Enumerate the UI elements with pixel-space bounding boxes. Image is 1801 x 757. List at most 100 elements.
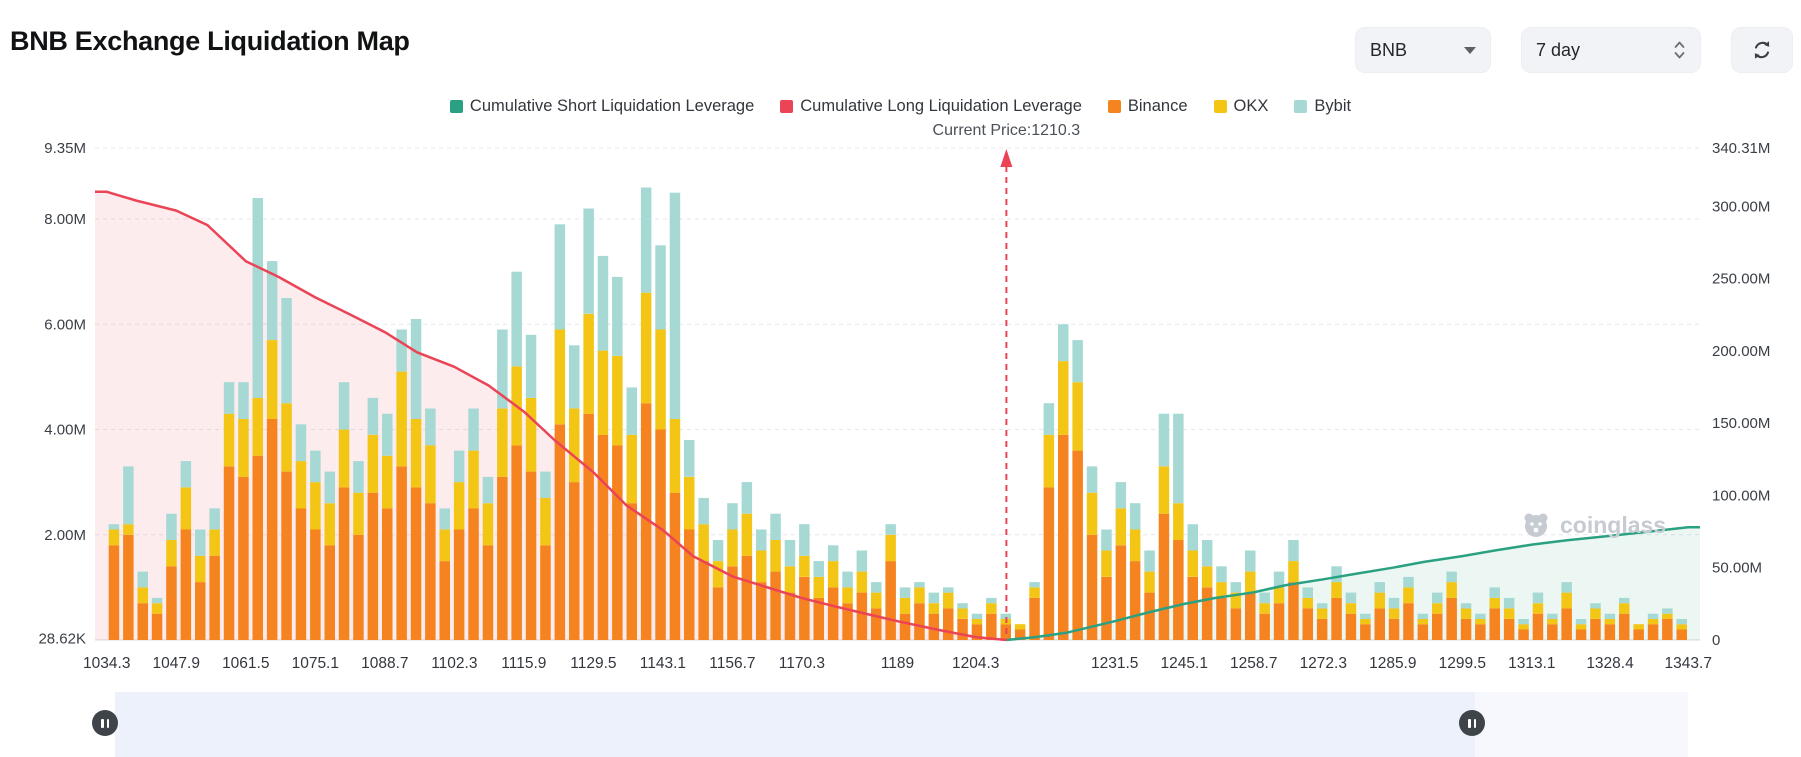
bar-bybit bbox=[1201, 540, 1213, 567]
bar-bybit bbox=[1129, 503, 1141, 530]
bar-bybit bbox=[1604, 613, 1616, 619]
bar-binance bbox=[669, 492, 681, 640]
bar-bybit bbox=[367, 397, 379, 435]
bar-okx bbox=[885, 534, 896, 562]
bar-okx bbox=[1115, 508, 1127, 546]
bar-binance bbox=[770, 571, 781, 640]
bar-bybit bbox=[626, 387, 637, 435]
legend-item-1[interactable]: Cumulative Long Liquidation Leverage bbox=[780, 97, 1082, 116]
bar-binance bbox=[1590, 619, 1601, 640]
bar-bybit bbox=[612, 276, 623, 356]
bar-okx bbox=[453, 482, 465, 530]
bar-okx bbox=[108, 529, 120, 546]
bar-binance bbox=[842, 603, 853, 640]
legend-item-4[interactable]: Bybit bbox=[1294, 97, 1351, 116]
legend-item-0[interactable]: Cumulative Short Liquidation Leverage bbox=[449, 97, 754, 116]
bar-okx bbox=[986, 603, 997, 614]
bar-okx bbox=[1662, 613, 1673, 619]
svg-text:1115.9: 1115.9 bbox=[501, 655, 546, 672]
bar-binance bbox=[281, 471, 292, 640]
bar-bybit bbox=[1460, 603, 1472, 609]
svg-text:150.00M: 150.00M bbox=[1712, 415, 1770, 432]
bar-bybit bbox=[1144, 550, 1155, 572]
bar-bybit bbox=[266, 261, 278, 340]
bar-okx bbox=[468, 450, 479, 509]
bar-binance bbox=[223, 466, 235, 640]
bar-okx bbox=[871, 592, 882, 609]
bar-bybit bbox=[209, 508, 220, 530]
chart-legend: Cumulative Short Liquidation Leverage Cum… bbox=[0, 97, 1801, 116]
bar-bybit bbox=[1158, 413, 1170, 467]
bar-binance bbox=[727, 566, 738, 640]
bar-okx bbox=[266, 340, 278, 419]
bar-okx bbox=[1288, 561, 1299, 583]
legend-swatch bbox=[780, 100, 794, 113]
bar-okx bbox=[640, 292, 652, 404]
zoom-slider-left-handle[interactable] bbox=[92, 710, 118, 736]
bar-okx bbox=[497, 408, 508, 477]
bar-binance bbox=[166, 566, 177, 640]
bar-binance bbox=[971, 624, 983, 640]
bar-okx bbox=[151, 603, 163, 614]
legend-label: Binance bbox=[1127, 97, 1188, 115]
bar-okx bbox=[425, 445, 436, 504]
coinglass-logo-icon bbox=[1524, 513, 1548, 537]
bar-bybit bbox=[238, 382, 249, 419]
bar-bybit bbox=[899, 587, 911, 598]
bar-bybit bbox=[597, 255, 609, 351]
coin-select[interactable]: BNB bbox=[1355, 27, 1491, 73]
bar-bybit bbox=[1446, 571, 1457, 583]
zoom-slider-track[interactable] bbox=[115, 692, 1475, 757]
bar-okx bbox=[741, 513, 753, 556]
bar-binance bbox=[1129, 561, 1141, 640]
bar-binance bbox=[1633, 629, 1644, 640]
svg-text:1285.9: 1285.9 bbox=[1369, 655, 1416, 672]
bar-bybit bbox=[310, 450, 321, 483]
bar-bybit bbox=[1432, 592, 1443, 604]
bar-okx bbox=[324, 503, 335, 546]
current-price-line bbox=[1000, 149, 1013, 640]
long-cumulative-line bbox=[95, 190, 1007, 642]
svg-text:1231.5: 1231.5 bbox=[1091, 655, 1138, 672]
legend-item-2[interactable]: Binance bbox=[1107, 97, 1188, 116]
zoom-slider-track-unselected[interactable] bbox=[1475, 692, 1688, 757]
bar-binance bbox=[1374, 608, 1385, 640]
bar-binance bbox=[1230, 608, 1242, 640]
bar-okx bbox=[1647, 619, 1659, 625]
bar-bybit bbox=[511, 271, 522, 367]
bar-okx bbox=[1518, 624, 1529, 630]
bar-okx bbox=[338, 429, 350, 488]
long-liquidation-fill bbox=[95, 191, 1007, 640]
bar-okx bbox=[1489, 597, 1500, 609]
bar-binance bbox=[1647, 624, 1659, 640]
bar-bybit bbox=[1575, 619, 1587, 625]
bar-okx bbox=[1302, 597, 1313, 609]
bar-bybit bbox=[885, 524, 896, 535]
bar-okx bbox=[540, 497, 551, 546]
bar-binance bbox=[1302, 608, 1313, 640]
bar-okx bbox=[1503, 608, 1515, 619]
short-cumulative-line bbox=[1006, 525, 1700, 642]
bar-bybit bbox=[1043, 403, 1055, 435]
bar-binance bbox=[569, 482, 580, 640]
legend-item-3[interactable]: OKX bbox=[1213, 97, 1268, 116]
period-select[interactable]: 7 day bbox=[1521, 27, 1701, 73]
bar-binance bbox=[640, 403, 652, 640]
svg-text:1272.3: 1272.3 bbox=[1300, 655, 1347, 672]
watermark-text: coinglass bbox=[1560, 511, 1667, 538]
bar-okx bbox=[669, 419, 681, 493]
bar-bybit bbox=[1101, 529, 1112, 551]
bar-binance bbox=[756, 582, 767, 640]
bar-bybit bbox=[1676, 619, 1687, 625]
bar-binance bbox=[1604, 624, 1616, 640]
bar-binance bbox=[1288, 582, 1299, 640]
x-axis-labels: 1034.3 1047.9 1061.5 1075.1 1088.7 1102.3 1115… bbox=[83, 655, 1712, 672]
svg-text:1245.1: 1245.1 bbox=[1161, 655, 1208, 672]
zoom-slider-right-handle[interactable] bbox=[1459, 710, 1485, 736]
bar-binance bbox=[1432, 613, 1443, 640]
legend-label: Bybit bbox=[1314, 97, 1352, 115]
liquidation-bars[interactable] bbox=[108, 187, 1687, 641]
refresh-button[interactable] bbox=[1731, 27, 1793, 73]
bar-binance bbox=[1072, 450, 1083, 640]
